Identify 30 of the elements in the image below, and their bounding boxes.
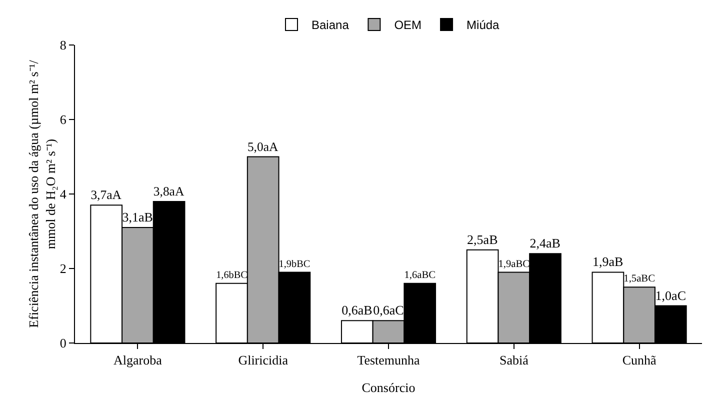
x-tick-label: Gliricidia: [238, 352, 288, 368]
data-label: 3,7aA: [90, 188, 122, 202]
y-axis-title: Eficiência instantânea do uso da água (µmol m² s⁻¹/ mmol de H₂O m² s⁻¹): [26, 60, 58, 328]
data-label: 2,4aB: [530, 236, 561, 251]
data-label: 1,6aBC: [404, 270, 436, 282]
x-tick-label: Testemunha: [357, 352, 420, 368]
data-label: 0,6aC: [373, 302, 404, 318]
x-tick-label: Algaroba: [114, 352, 162, 368]
y-tick-label: 6: [60, 112, 67, 128]
data-label: 1,5aBC: [624, 274, 656, 285]
data-label: 2,5aB: [467, 232, 498, 247]
data-label: 3,1aB: [122, 210, 154, 225]
legend-label: Baiana: [312, 18, 350, 32]
x-tick-label: Cunhã: [622, 352, 656, 368]
data-label: 1,9bBC: [278, 258, 310, 270]
data-label: 1,0aC: [655, 288, 686, 303]
x-tick-label: Sabiá: [499, 352, 529, 368]
y-tick-label: 2: [60, 261, 66, 276]
data-label: 0,6aB: [342, 302, 373, 318]
y-tick-label: 4: [60, 186, 67, 202]
data-label: 1,6bBC: [216, 270, 248, 282]
data-label: 1,9aBC: [498, 258, 530, 270]
data-label: 1,9aB: [592, 254, 624, 270]
data-label: 5,0aA: [247, 140, 279, 154]
y-tick-label: 8: [60, 38, 66, 53]
x-axis-title: Consórcio: [362, 380, 416, 395]
y-tick-label: 0: [60, 336, 66, 351]
legend-label: OEM: [394, 18, 422, 32]
data-label: 3,8aA: [153, 184, 185, 199]
legend-label: Miúda: [466, 18, 500, 32]
